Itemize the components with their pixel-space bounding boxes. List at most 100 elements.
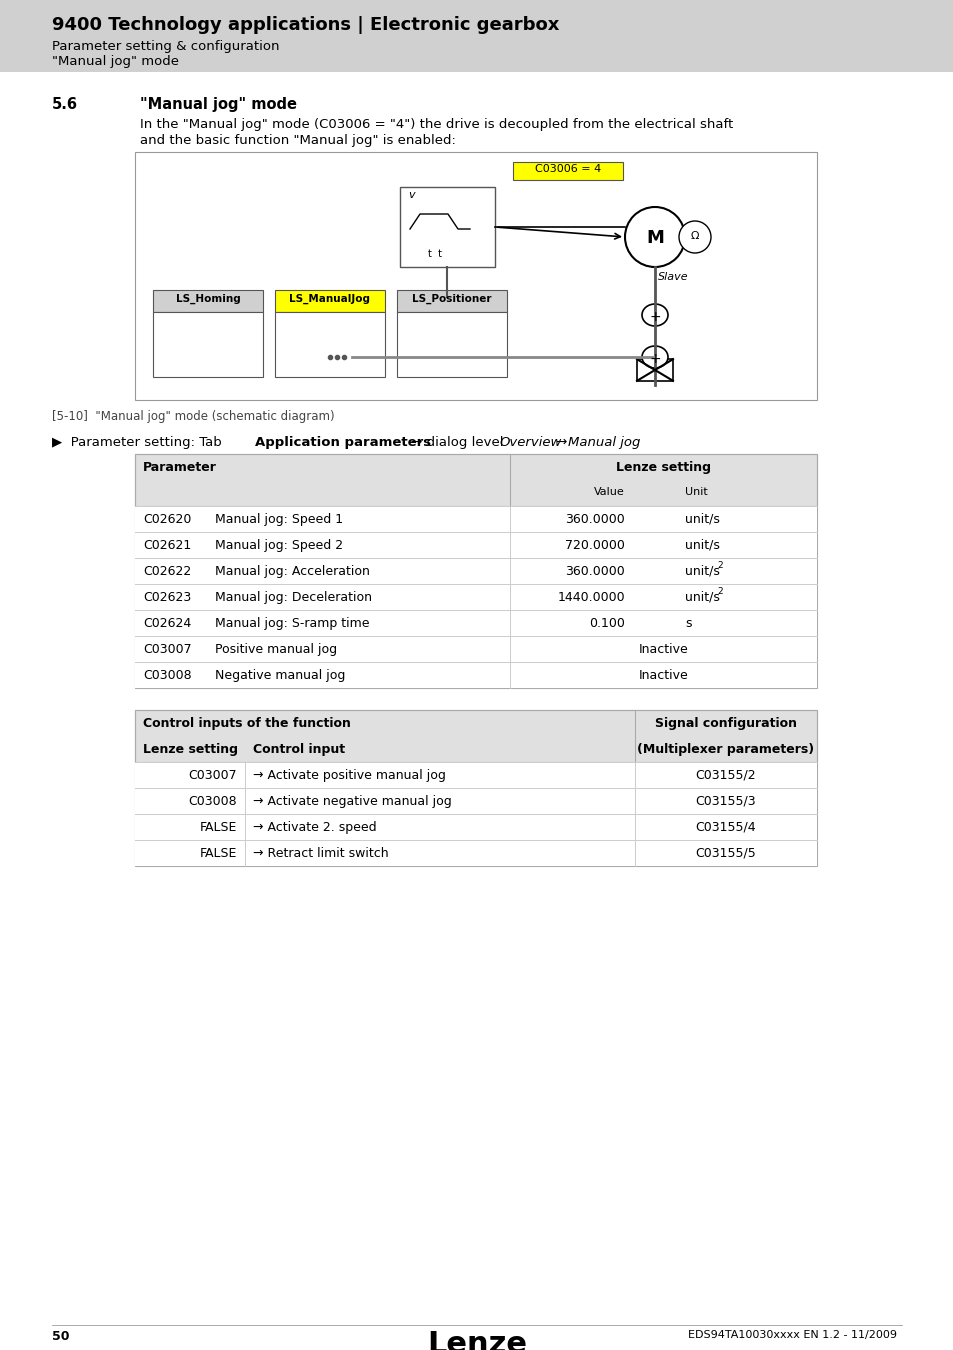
Text: C03155/4: C03155/4 bbox=[695, 821, 756, 834]
Text: 5.6: 5.6 bbox=[52, 97, 78, 112]
Text: C02620: C02620 bbox=[143, 513, 192, 526]
Text: C03007: C03007 bbox=[143, 643, 192, 656]
Text: C03155/5: C03155/5 bbox=[695, 846, 756, 860]
Text: Lenze: Lenze bbox=[427, 1330, 526, 1350]
Text: Parameter setting & configuration: Parameter setting & configuration bbox=[52, 40, 279, 53]
Bar bbox=[135, 662, 816, 688]
Text: M: M bbox=[645, 230, 663, 247]
Text: LS_Positioner: LS_Positioner bbox=[412, 294, 491, 304]
Bar bbox=[396, 290, 506, 312]
Text: Unit: Unit bbox=[684, 487, 707, 497]
Bar bbox=[135, 761, 816, 788]
Text: LS_Homing: LS_Homing bbox=[175, 294, 240, 304]
Text: → dialog level: → dialog level bbox=[407, 436, 507, 450]
Text: C03008: C03008 bbox=[143, 670, 192, 682]
Text: In the "Manual jog" mode (C03006 = "4") the drive is decoupled from the electric: In the "Manual jog" mode (C03006 = "4") … bbox=[140, 117, 733, 131]
Text: Parameter: Parameter bbox=[143, 460, 216, 474]
Text: 50: 50 bbox=[52, 1330, 70, 1343]
Text: ▶  Parameter setting: Tab: ▶ Parameter setting: Tab bbox=[52, 436, 226, 450]
Text: unit/s: unit/s bbox=[684, 566, 720, 578]
Text: 1440.0000: 1440.0000 bbox=[557, 591, 624, 603]
Text: C03007: C03007 bbox=[188, 769, 236, 782]
Bar bbox=[396, 312, 506, 377]
Text: 360.0000: 360.0000 bbox=[565, 513, 624, 526]
Text: Signal configuration: Signal configuration bbox=[655, 717, 796, 730]
Bar bbox=[152, 290, 263, 312]
Text: Overview: Overview bbox=[498, 436, 560, 450]
Text: Negative manual jog: Negative manual jog bbox=[214, 670, 345, 682]
Bar bbox=[135, 840, 816, 865]
Bar bbox=[0, 0, 953, 72]
Text: +: + bbox=[648, 310, 660, 324]
Text: "Manual jog" mode: "Manual jog" mode bbox=[52, 55, 179, 68]
Bar bbox=[135, 710, 816, 761]
Bar bbox=[135, 788, 816, 814]
Text: Application parameters: Application parameters bbox=[254, 436, 431, 450]
Text: unit/s: unit/s bbox=[684, 591, 720, 603]
Bar bbox=[399, 188, 495, 267]
Text: Inactive: Inactive bbox=[638, 643, 688, 656]
Bar bbox=[135, 610, 816, 636]
Text: [5-10]  "Manual jog" mode (schematic diagram): [5-10] "Manual jog" mode (schematic diag… bbox=[52, 410, 335, 423]
Text: →: → bbox=[552, 436, 571, 450]
Text: 0.100: 0.100 bbox=[589, 617, 624, 630]
Text: 2: 2 bbox=[717, 587, 721, 595]
Text: → Activate positive manual jog: → Activate positive manual jog bbox=[253, 769, 445, 782]
Text: t  t: t t bbox=[428, 248, 441, 259]
Text: v: v bbox=[408, 190, 415, 200]
Text: Control inputs of the function: Control inputs of the function bbox=[143, 717, 351, 730]
Bar bbox=[135, 454, 816, 688]
Bar bbox=[135, 153, 816, 400]
Text: "Manual jog" mode: "Manual jog" mode bbox=[140, 97, 296, 112]
Text: → Activate negative manual jog: → Activate negative manual jog bbox=[253, 795, 452, 809]
Text: 9400 Technology applications | Electronic gearbox: 9400 Technology applications | Electroni… bbox=[52, 16, 558, 34]
Text: EDS94TA10030xxxx EN 1.2 - 11/2009: EDS94TA10030xxxx EN 1.2 - 11/2009 bbox=[687, 1330, 896, 1341]
Text: C03006 = 4: C03006 = 4 bbox=[535, 163, 600, 174]
Text: Lenze setting: Lenze setting bbox=[616, 460, 710, 474]
Bar bbox=[135, 710, 816, 865]
Bar bbox=[637, 359, 672, 381]
Text: 720.0000: 720.0000 bbox=[564, 539, 624, 552]
Bar bbox=[135, 506, 816, 532]
Text: Manual jog: Speed 2: Manual jog: Speed 2 bbox=[214, 539, 343, 552]
Text: Positive manual jog: Positive manual jog bbox=[214, 643, 336, 656]
Text: Ω: Ω bbox=[690, 231, 699, 242]
Bar bbox=[274, 312, 385, 377]
Bar bbox=[274, 290, 385, 312]
Text: Manual jog: Acceleration: Manual jog: Acceleration bbox=[214, 566, 370, 578]
Bar bbox=[135, 558, 816, 585]
Text: Lenze setting: Lenze setting bbox=[143, 743, 237, 756]
Text: C02621: C02621 bbox=[143, 539, 191, 552]
Text: FALSE: FALSE bbox=[199, 821, 236, 834]
Ellipse shape bbox=[641, 304, 667, 325]
Bar bbox=[135, 585, 816, 610]
Text: LS_ManualJog: LS_ManualJog bbox=[289, 294, 370, 304]
Text: C03155/2: C03155/2 bbox=[695, 769, 756, 782]
Text: 2: 2 bbox=[717, 562, 721, 570]
Text: unit/s: unit/s bbox=[684, 539, 720, 552]
Bar bbox=[135, 636, 816, 661]
Text: s: s bbox=[684, 617, 691, 630]
Text: FALSE: FALSE bbox=[199, 846, 236, 860]
Text: C02623: C02623 bbox=[143, 591, 191, 603]
Text: 360.0000: 360.0000 bbox=[565, 566, 624, 578]
Bar bbox=[135, 710, 816, 761]
Text: (Multiplexer parameters): (Multiplexer parameters) bbox=[637, 743, 814, 756]
Text: C02622: C02622 bbox=[143, 566, 191, 578]
Bar bbox=[135, 532, 816, 558]
Bar bbox=[135, 814, 816, 840]
Text: +: + bbox=[648, 352, 660, 366]
Bar bbox=[152, 312, 263, 377]
Text: → Activate 2. speed: → Activate 2. speed bbox=[253, 821, 376, 834]
Text: and the basic function "Manual jog" is enabled:: and the basic function "Manual jog" is e… bbox=[140, 134, 456, 147]
Circle shape bbox=[624, 207, 684, 267]
Text: Value: Value bbox=[594, 487, 624, 497]
Bar bbox=[513, 162, 622, 180]
Text: Control input: Control input bbox=[253, 743, 345, 756]
Text: unit/s: unit/s bbox=[684, 513, 720, 526]
Text: Manual jog: Manual jog bbox=[567, 436, 639, 450]
Text: → Retract limit switch: → Retract limit switch bbox=[253, 846, 388, 860]
Text: Manual jog: Speed 1: Manual jog: Speed 1 bbox=[214, 513, 343, 526]
Text: Slave: Slave bbox=[657, 271, 688, 282]
Text: C03008: C03008 bbox=[188, 795, 236, 809]
